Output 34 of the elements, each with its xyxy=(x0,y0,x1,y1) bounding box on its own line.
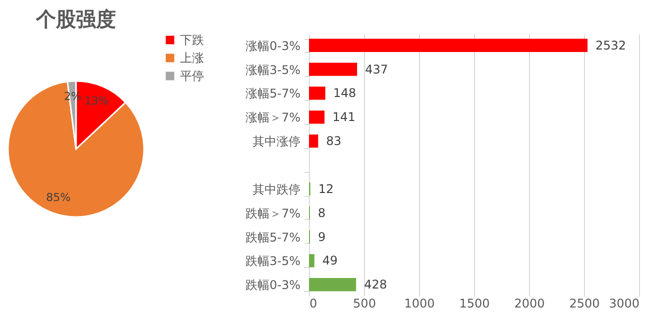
y-tick-label: 跌幅0-3% xyxy=(245,278,300,292)
x-tick-label: 3000 xyxy=(608,296,640,310)
data-label: 8 xyxy=(318,206,326,220)
y-tick-label: 涨幅0-3% xyxy=(245,38,300,53)
legend-label: 平停 xyxy=(180,69,204,83)
x-tick-label: 1500 xyxy=(459,296,490,310)
data-label: 437 xyxy=(365,62,388,76)
y-tick-label: 跌幅3-5% xyxy=(245,254,300,268)
x-tick-label: 2000 xyxy=(514,296,545,310)
data-label: 12 xyxy=(318,182,334,196)
data-label: 2532 xyxy=(596,38,626,52)
y-tick-label: 跌幅5-7% xyxy=(245,230,300,244)
legend-label: 上涨 xyxy=(180,51,204,65)
pie-slice xyxy=(7,80,145,218)
y-tick-label: 跌幅＞7% xyxy=(245,206,300,220)
y-tick-label: 其中涨停 xyxy=(252,134,300,149)
chart-title: 个股强度 xyxy=(35,7,116,31)
data-label: 13% xyxy=(84,94,109,108)
data-label: 49 xyxy=(322,254,338,268)
data-label: 428 xyxy=(364,278,387,292)
legend-label: 下跌 xyxy=(180,33,204,47)
y-tick-label: 其中跌停 xyxy=(252,182,300,196)
x-tick-label: 500 xyxy=(353,296,376,310)
data-label: 148 xyxy=(333,86,356,100)
y-tick-label: 涨幅5-7% xyxy=(245,86,300,101)
data-label: 83 xyxy=(326,134,342,148)
data-label: 9 xyxy=(318,230,326,244)
data-label: 141 xyxy=(332,110,356,124)
x-tick-label: 1000 xyxy=(404,296,435,310)
x-tick-label: 0 xyxy=(310,296,318,310)
x-tick-label: 2500 xyxy=(569,296,600,310)
y-tick-label: 涨幅＞7% xyxy=(245,110,300,125)
data-label: 85% xyxy=(46,190,71,204)
y-tick-label: 涨幅3-5% xyxy=(245,62,300,77)
